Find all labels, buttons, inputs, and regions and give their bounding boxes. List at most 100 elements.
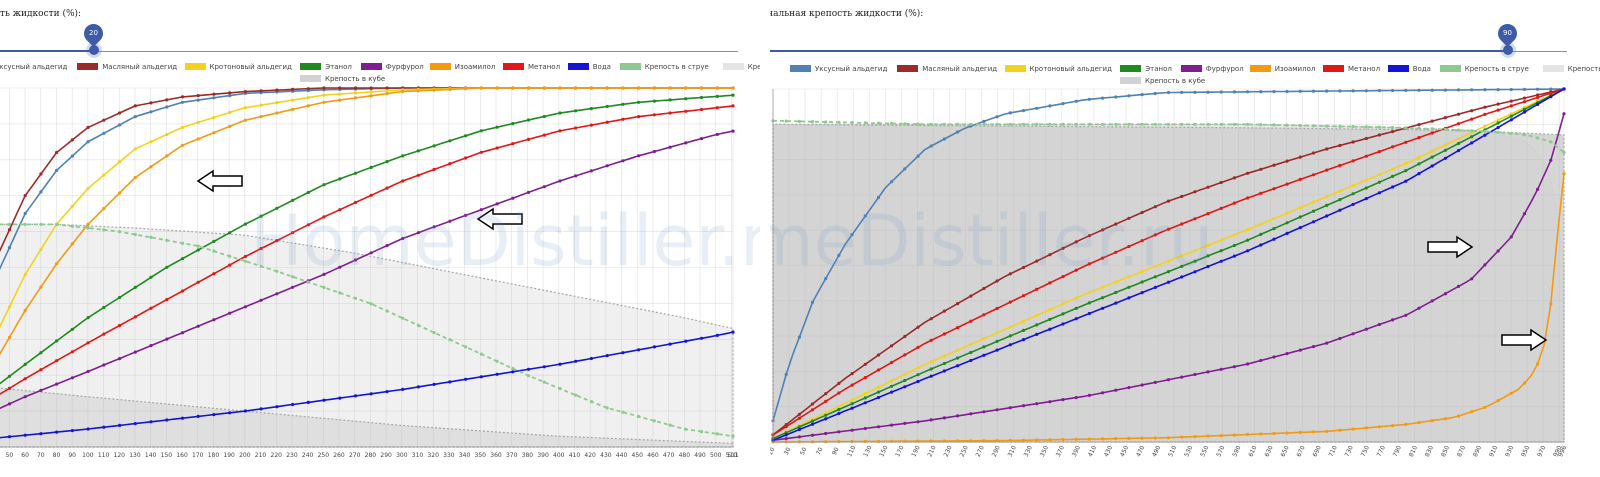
data-point: [306, 96, 310, 100]
x-tick-label: 160: [176, 452, 188, 459]
legend-item-5[interactable]: Изоамилол: [429, 62, 495, 73]
watermark-text: HomeDistiller.ru: [250, 200, 760, 282]
data-point: [228, 411, 232, 415]
x-tick-label: 70: [37, 452, 45, 459]
data-point: [731, 93, 735, 97]
legend-item-0[interactable]: Уксусный альдегид: [790, 64, 887, 75]
data-point: [1549, 158, 1553, 162]
data-point: [86, 140, 90, 144]
x-tick-label: 460: [647, 452, 659, 459]
strength-slider-thumb[interactable]: [89, 45, 99, 55]
data-point: [837, 411, 841, 416]
legend-label: Метанол: [1348, 65, 1381, 73]
data-point: [291, 275, 295, 279]
data-point: [837, 391, 841, 395]
legend-item-8[interactable]: Крепость в струе: [1439, 64, 1529, 75]
legend-item-6[interactable]: Метанол: [1323, 64, 1380, 75]
legend-item-9[interactable]: Крепость в приёмной ёмкости: [722, 62, 760, 73]
legend-item-4[interactable]: Фурфурол: [360, 62, 424, 73]
data-point: [23, 308, 27, 312]
legend-item-1[interactable]: Масляный альдегид: [77, 62, 177, 73]
data-point: [916, 154, 920, 158]
data-point: [850, 398, 854, 402]
data-point: [259, 89, 263, 93]
legend-item-3[interactable]: Этанол: [300, 62, 352, 73]
data-point: [1061, 438, 1065, 442]
data-point: [1140, 210, 1144, 215]
data-point: [684, 339, 688, 343]
data-point: [1008, 438, 1012, 443]
slider-value-text: 20: [89, 29, 98, 37]
data-point: [1536, 187, 1540, 191]
data-point: [542, 365, 546, 369]
data-point: [1101, 122, 1105, 126]
legend-item-8[interactable]: Крепость в струе: [619, 62, 709, 73]
data-point: [890, 390, 894, 394]
data-point: [637, 414, 641, 419]
legend-item-3[interactable]: Этанол: [1120, 64, 1172, 75]
data-point: [1087, 262, 1091, 266]
x-tick-label: 330: [1023, 445, 1034, 459]
data-point: [1443, 156, 1447, 160]
strength-slider-thumb[interactable]: [1503, 45, 1513, 55]
data-point: [995, 115, 999, 119]
data-point: [542, 133, 546, 137]
data-point: [1483, 88, 1487, 92]
legend-item-7[interactable]: Вода: [1387, 64, 1431, 75]
x-tick-label: 500: [710, 452, 722, 459]
data-point: [526, 374, 531, 378]
data-point: [916, 379, 920, 384]
data-point: [1285, 231, 1289, 235]
data-point: [1219, 259, 1223, 263]
data-point: [605, 120, 609, 124]
data-point: [338, 98, 342, 102]
data-point: [969, 294, 973, 298]
data-point: [338, 396, 342, 400]
x-tick-label: 950: [1520, 445, 1531, 459]
data-point: [322, 100, 326, 104]
x-tick-label: 180: [208, 452, 220, 459]
data-point: [558, 129, 562, 133]
x-tick-label: 310: [1007, 445, 1018, 459]
data-point: [995, 348, 999, 352]
data-point: [1391, 88, 1395, 93]
data-point: [1193, 122, 1197, 126]
data-point: [1140, 436, 1144, 440]
data-point: [180, 125, 185, 129]
data-point: [1456, 149, 1461, 153]
data-point: [118, 295, 122, 300]
data-point: [1509, 235, 1513, 239]
x-tick-label: 220: [271, 452, 283, 459]
data-point: [212, 272, 216, 276]
legend-swatch: [1323, 65, 1344, 72]
legend-item-2[interactable]: Кротоновый альдегид: [184, 62, 292, 73]
strength-slider-track[interactable]: [0, 51, 738, 52]
legend-item-0[interactable]: Уксусный альдегид: [0, 62, 67, 73]
strength-slider-fill: [0, 50, 94, 52]
legend-item-10[interactable]: Крепость в кубе: [300, 74, 385, 85]
data-point: [1048, 104, 1052, 108]
legend-item-7[interactable]: Вода: [567, 62, 611, 73]
legend-item-4[interactable]: Фурфурол: [1180, 64, 1244, 75]
data-point: [903, 421, 907, 425]
data-point: [1153, 285, 1157, 289]
data-point: [863, 214, 867, 218]
data-point: [338, 208, 342, 212]
legend-item-9[interactable]: Крепость в приёмной ёмкости: [1542, 64, 1600, 75]
legend-label: Вода: [1412, 65, 1431, 73]
legend-item-2[interactable]: Кротоновый альдегид: [1004, 64, 1112, 75]
data-point: [731, 86, 735, 90]
data-point: [1536, 95, 1540, 100]
data-point: [1008, 272, 1012, 276]
legend-item-10[interactable]: Крепость в кубе: [1120, 76, 1205, 87]
data-point: [1338, 198, 1342, 202]
data-point: [1364, 178, 1368, 182]
legend-item-5[interactable]: Изоамилол: [1249, 64, 1315, 75]
data-point: [1417, 421, 1421, 425]
legend-item-1[interactable]: Масляный альдегид: [897, 64, 997, 75]
data-point: [916, 345, 920, 349]
data-point: [668, 145, 672, 149]
legend-item-6[interactable]: Метанол: [503, 62, 560, 73]
data-point: [1087, 97, 1091, 101]
data-point: [797, 119, 801, 123]
